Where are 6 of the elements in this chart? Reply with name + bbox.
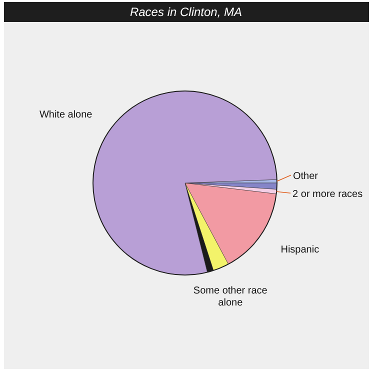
slice-label: 2 or more races <box>292 189 363 200</box>
chart-title: Races in Clinton, MA <box>130 5 242 19</box>
slice-label: White alone <box>39 109 93 120</box>
slice-label: Other <box>292 171 319 182</box>
slice-label: Hispanic <box>280 244 320 256</box>
slice-label: Some other race alone <box>193 286 268 309</box>
